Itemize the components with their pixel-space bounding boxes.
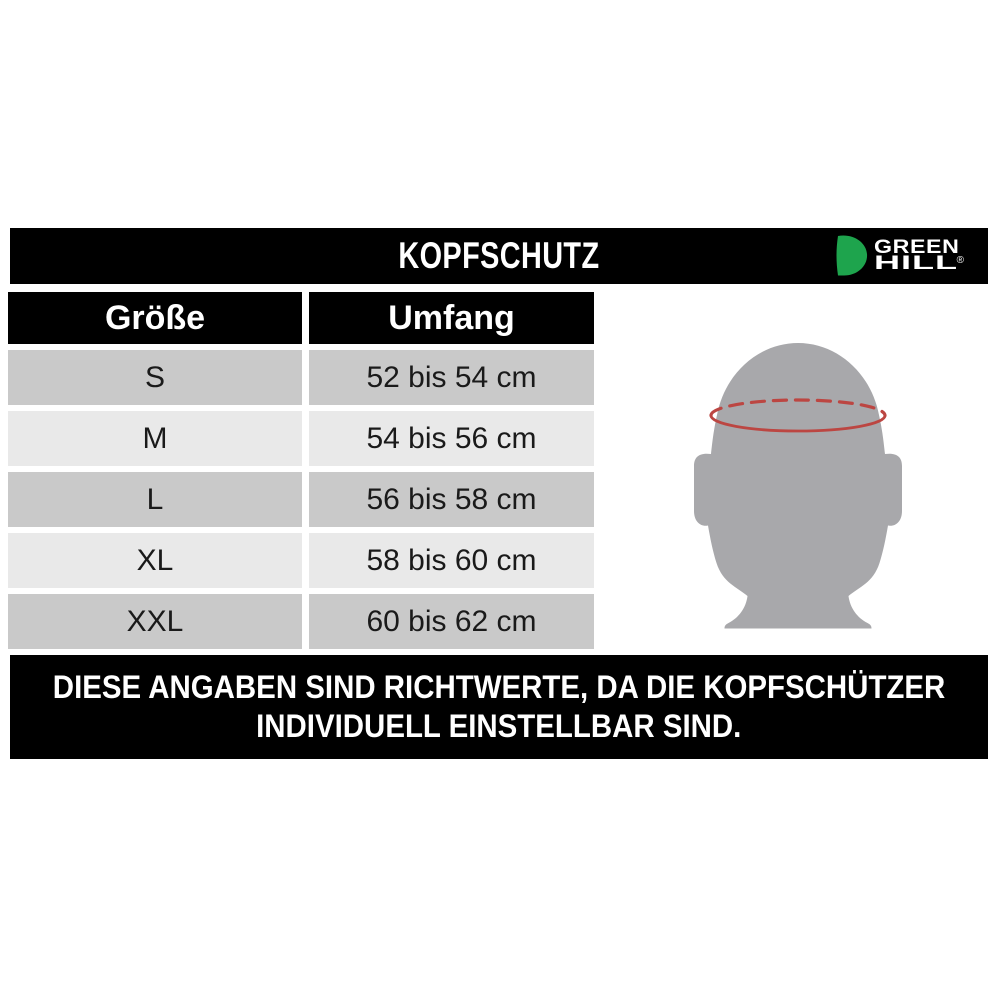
head-silhouette-shape	[694, 343, 902, 629]
size-table: Größe Umfang S 52 bis 54 cm M 54 bis 56 …	[8, 292, 594, 649]
column-header-circumference: Umfang	[309, 292, 594, 344]
title-bar: KOPFSCHUTZ GREEN HILL ®	[10, 228, 988, 284]
size-cell-xxl: XXL	[8, 594, 302, 649]
measurement-line-front-solid	[709, 414, 887, 433]
green-hill-leaf-icon	[836, 235, 868, 276]
circumference-cell-s: 52 bis 54 cm	[309, 350, 594, 405]
size-cell-s: S	[8, 350, 302, 405]
footnote-line-1: DIESE ANGABEN SIND RICHTWERTE, DA DIE KO…	[52, 669, 946, 705]
circumference-cell-xxl: 60 bis 62 cm	[309, 594, 594, 649]
head-silhouette-illustration	[694, 343, 902, 629]
green-hill-wordmark: GREEN HILL ®	[874, 238, 966, 273]
footnote-bar: DIESE ANGABEN SIND RICHTWERTE, DA DIE KO…	[10, 655, 988, 759]
page-title: KOPFSCHUTZ	[398, 235, 600, 276]
column-header-size: Größe	[8, 292, 302, 344]
green-hill-logo: GREEN HILL ®	[835, 235, 966, 277]
logo-word-hill: HILL	[874, 253, 959, 274]
size-cell-l: L	[8, 472, 302, 527]
registered-trademark-icon: ®	[956, 255, 964, 266]
size-cell-xl: XL	[8, 533, 302, 588]
logo-word-green: GREEN	[874, 237, 960, 258]
circumference-cell-l: 56 bis 58 cm	[309, 472, 594, 527]
size-cell-m: M	[8, 411, 302, 466]
circumference-cell-m: 54 bis 56 cm	[309, 411, 594, 466]
measurement-line-back-dashed	[709, 398, 887, 418]
circumference-cell-xl: 58 bis 60 cm	[309, 533, 594, 588]
footnote-line-2: INDIVIDUELL EINSTELLBAR SIND.	[256, 708, 742, 744]
